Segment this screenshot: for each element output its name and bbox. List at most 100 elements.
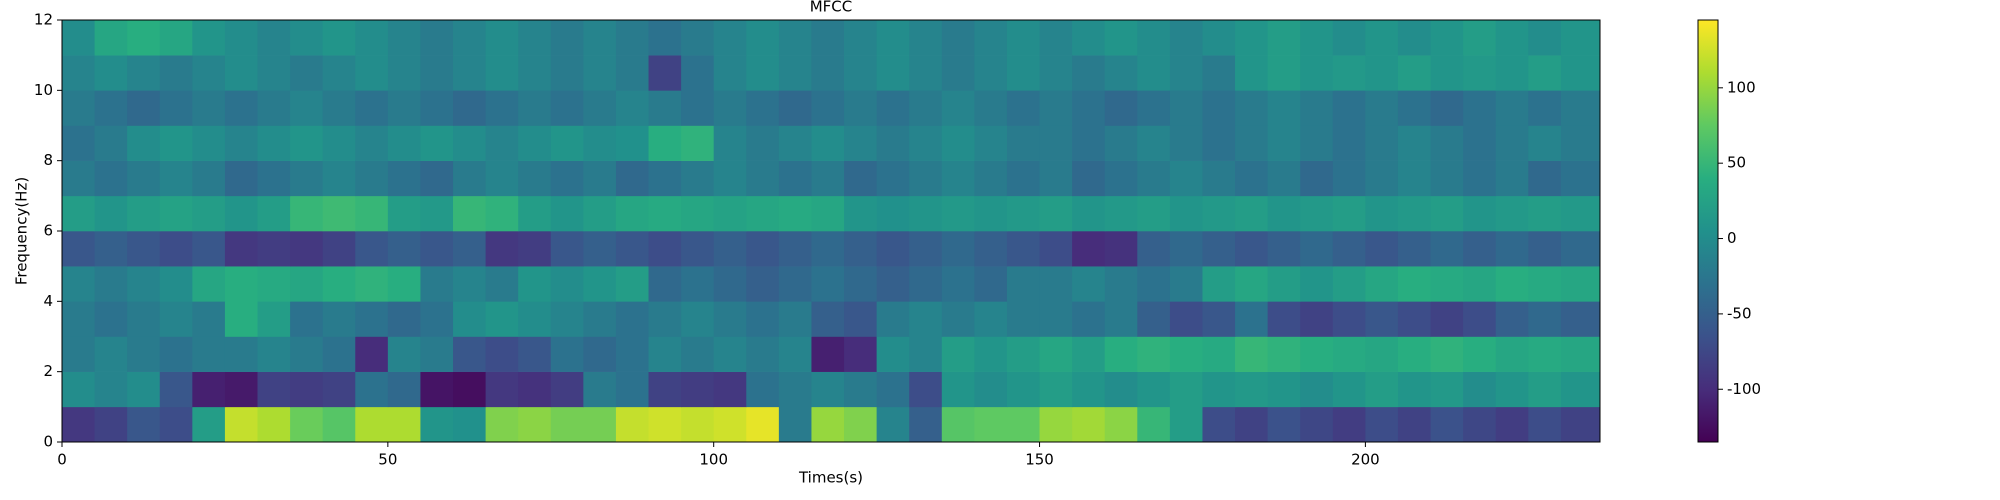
heatmap-cell <box>778 160 812 197</box>
heatmap-cell <box>94 301 128 337</box>
heatmap-cell <box>583 231 617 267</box>
heatmap-cell <box>1495 336 1529 372</box>
heatmap-cell <box>844 125 878 161</box>
heatmap-cell <box>355 266 389 302</box>
heatmap-cell <box>941 20 975 56</box>
heatmap-cell <box>1039 231 1073 267</box>
heatmap-cell <box>485 55 519 91</box>
heatmap-cell <box>322 125 356 161</box>
heatmap-cell <box>159 266 193 302</box>
heatmap-cell <box>1267 336 1301 372</box>
heatmap-cell <box>1235 266 1269 302</box>
heatmap-cell <box>648 160 682 197</box>
heatmap-cell <box>909 266 943 302</box>
heatmap-cell <box>648 231 682 267</box>
heatmap-cell <box>746 301 780 337</box>
heatmap-cell <box>453 336 487 372</box>
heatmap-cell <box>1300 195 1334 232</box>
heatmap-cell <box>322 266 356 302</box>
heatmap-cell <box>746 125 780 161</box>
heatmap-cell <box>1267 301 1301 337</box>
heatmap-cell <box>615 90 650 126</box>
heatmap-cell <box>681 125 715 161</box>
heatmap-cell <box>1267 55 1301 91</box>
heatmap-cell <box>1430 266 1464 302</box>
colorbar-tick-label: 50 <box>1727 154 1746 172</box>
heatmap-cell <box>876 125 910 161</box>
heatmap-cell <box>485 231 519 267</box>
heatmap-cell <box>192 231 226 267</box>
heatmap-cell <box>648 371 682 408</box>
heatmap-cell <box>257 371 291 408</box>
heatmap-cell <box>615 406 650 443</box>
heatmap-cell <box>127 55 161 91</box>
heatmap-cell <box>1560 266 1601 302</box>
colorbar-tick-label: -100 <box>1727 380 1761 398</box>
heatmap-cell <box>1267 90 1301 126</box>
heatmap-cell <box>844 301 878 337</box>
heatmap-cell <box>1072 90 1106 126</box>
heatmap-cell <box>1137 125 1171 161</box>
heatmap-cell <box>550 266 584 302</box>
heatmap-cell <box>615 231 650 267</box>
heatmap-cell <box>550 301 584 337</box>
heatmap-cell <box>1267 125 1301 161</box>
heatmap-cell <box>876 301 910 337</box>
heatmap-cell <box>62 20 96 56</box>
heatmap-cell <box>1104 20 1138 56</box>
heatmap-cell <box>1104 231 1138 267</box>
heatmap-cell <box>1528 406 1562 443</box>
heatmap-cell <box>1039 195 1073 232</box>
heatmap-cell <box>257 160 291 197</box>
heatmap-cell <box>1169 406 1203 443</box>
heatmap-cell <box>1430 336 1464 372</box>
heatmap-cell <box>1072 406 1106 443</box>
y-axis-label: Frequency(Hz) <box>13 177 31 285</box>
heatmap-cell <box>1039 20 1073 56</box>
heatmap-cell <box>941 371 975 408</box>
heatmap-cell <box>1267 160 1301 197</box>
heatmap-cell <box>322 160 356 197</box>
heatmap-cell <box>713 336 747 372</box>
heatmap-cell <box>1137 336 1171 372</box>
heatmap-cell <box>257 336 291 372</box>
heatmap-cell <box>1202 406 1236 443</box>
heatmap-cell <box>1463 336 1497 372</box>
heatmap-cell <box>1104 55 1138 91</box>
heatmap-cell <box>224 195 259 232</box>
heatmap-cell <box>909 125 943 161</box>
heatmap-cell <box>453 20 487 56</box>
heatmap-cell <box>583 20 617 56</box>
heatmap-cell <box>615 125 650 161</box>
heatmap-cell <box>681 55 715 91</box>
heatmap-cell <box>844 371 878 408</box>
heatmap-cell <box>876 266 910 302</box>
heatmap-cell <box>127 90 161 126</box>
heatmap-cell <box>1235 195 1269 232</box>
heatmap-cell <box>387 301 421 337</box>
heatmap-cell <box>62 406 96 443</box>
heatmap-cell <box>550 406 584 443</box>
heatmap-cell <box>746 55 780 91</box>
heatmap-cell <box>615 195 650 232</box>
heatmap-cell <box>909 195 943 232</box>
heatmap-cell <box>1202 266 1236 302</box>
heatmap-cell <box>1137 195 1171 232</box>
heatmap-cell <box>1300 160 1334 197</box>
heatmap-cell <box>615 336 650 372</box>
heatmap-cell <box>192 195 226 232</box>
heatmap-cell <box>1397 55 1432 91</box>
heatmap-cell <box>844 266 878 302</box>
heatmap-cell <box>1006 266 1041 302</box>
heatmap-cell <box>127 160 161 197</box>
heatmap-cell <box>224 371 259 408</box>
heatmap-cell <box>387 266 421 302</box>
heatmap-cell <box>713 266 747 302</box>
heatmap-cell <box>1397 90 1432 126</box>
heatmap-cell <box>387 125 421 161</box>
heatmap-cell <box>1560 55 1601 91</box>
heatmap-cell <box>1365 160 1399 197</box>
heatmap-cell <box>1365 406 1399 443</box>
heatmap-cell <box>94 336 128 372</box>
heatmap-cell <box>127 20 161 56</box>
